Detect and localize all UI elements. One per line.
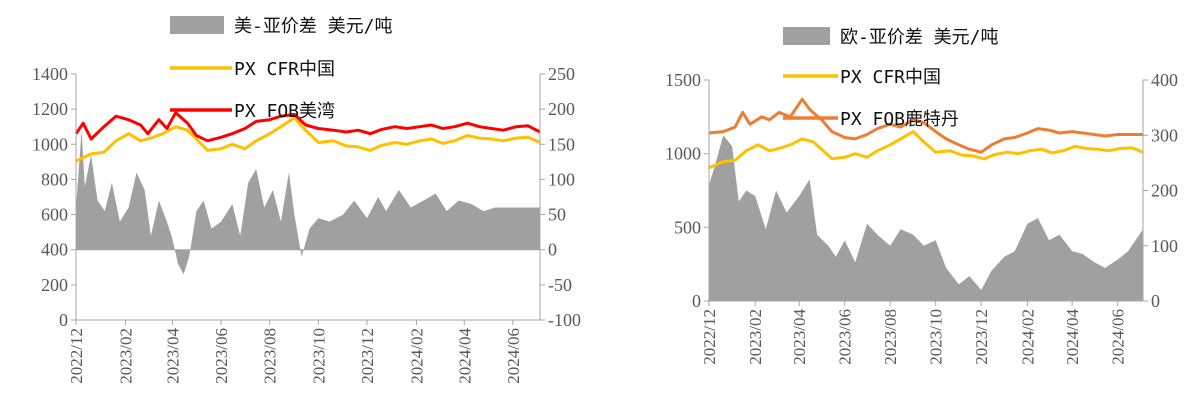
left-axis-tick-label: 1400 (32, 64, 68, 84)
right-axis-tick-label: 50 (548, 205, 566, 225)
right-axis-tick-label: 0 (1151, 291, 1160, 311)
px-cfr-china-line (708, 130, 1144, 170)
left-axis-tick-label: 200 (41, 275, 68, 295)
spread-area-series (709, 135, 1143, 301)
x-axis-tick-label: 2023/10 (927, 309, 946, 365)
legend-swatch-area (170, 16, 224, 34)
right-axis-tick-label: 100 (1151, 236, 1178, 256)
px-cfr-china-line (75, 116, 541, 163)
x-axis-tick-label: 2023/06 (836, 309, 855, 365)
right-axis-tick-label: 300 (1151, 125, 1178, 145)
left-axis-tick-label: 600 (41, 205, 68, 225)
legend-label: 美-亚价差 美元/吨 (234, 16, 393, 37)
right-axis-tick-label: 200 (1151, 181, 1178, 201)
europe-asia-spread-chart: 0 500 1000 1500 0 100 200 300 400 2022/12 2023/02 2… (665, 27, 1178, 365)
x-axis-tick-label: 2023/10 (309, 328, 328, 384)
left-axis-tick-label: 1000 (32, 134, 68, 154)
right-axis-tick-label: 400 (1151, 70, 1178, 90)
right-axis-tick-label: 150 (548, 134, 575, 154)
x-axis-tick-label: 2024/02 (1018, 309, 1037, 365)
left-axis-tick-label: 0 (59, 310, 68, 330)
x-axis-tick-label: 2024/04 (455, 328, 474, 384)
legend-label: PX CFR中国 (234, 59, 335, 80)
spread-area-series (76, 130, 540, 275)
px-fob-line (708, 97, 1143, 154)
x-axis-tick-label: 2023/04 (790, 309, 809, 365)
legend-swatch-area (783, 27, 830, 45)
x-axis-tick-label: 2024/04 (1063, 309, 1082, 365)
right-axis-tick-label: -100 (548, 310, 581, 330)
x-axis-tick-label: 2023/04 (163, 328, 182, 384)
x-axis-tick-label: 2023/12 (358, 328, 377, 384)
right-axis-tick-label: 200 (548, 99, 575, 119)
left-axis-tick-label: 0 (692, 291, 701, 311)
legend-label: PX FOB美湾 (234, 101, 335, 122)
legend-label: PX CFR中国 (840, 67, 941, 88)
x-axis-tick-label: 2023/08 (261, 328, 280, 384)
x-axis-tick-label: 2022/12 (700, 309, 719, 365)
left-axis-tick-label: 500 (674, 217, 701, 237)
us-asia-spread-chart: 0 200 400 600 800 1000 1200 1400 -100 -50 0 50 100 15… (32, 16, 581, 384)
left-axis-tick-label: 800 (41, 169, 68, 189)
x-axis-tick-label: 2024/02 (407, 328, 426, 384)
x-axis-tick-label: 2024/06 (504, 328, 523, 384)
x-axis-tick-label: 2024/06 (1109, 309, 1128, 365)
legend-label: 欧-亚价差 美元/吨 (840, 27, 999, 48)
left-axis-tick-label: 1500 (665, 70, 701, 90)
x-axis-tick-label: 2023/08 (881, 309, 900, 365)
x-axis-tick-label: 2023/02 (746, 309, 765, 365)
px-fob-line (74, 111, 541, 143)
x-axis-tick-label: 2023/12 (972, 309, 991, 365)
x-axis-tick-label: 2023/06 (212, 328, 231, 384)
right-axis-tick-label: -50 (548, 275, 572, 295)
legend-label: PX FOB鹿特丹 (840, 109, 959, 130)
x-axis-tick-label: 2023/02 (116, 328, 135, 384)
right-axis-tick-label: 0 (548, 240, 557, 260)
right-axis-tick-label: 250 (548, 64, 575, 84)
left-axis-tick-label: 400 (41, 240, 68, 260)
x-axis-tick-label: 2022/12 (67, 328, 86, 384)
left-axis-tick-label: 1000 (665, 144, 701, 164)
left-axis-tick-label: 1200 (32, 99, 68, 119)
right-axis-tick-label: 100 (548, 169, 575, 189)
